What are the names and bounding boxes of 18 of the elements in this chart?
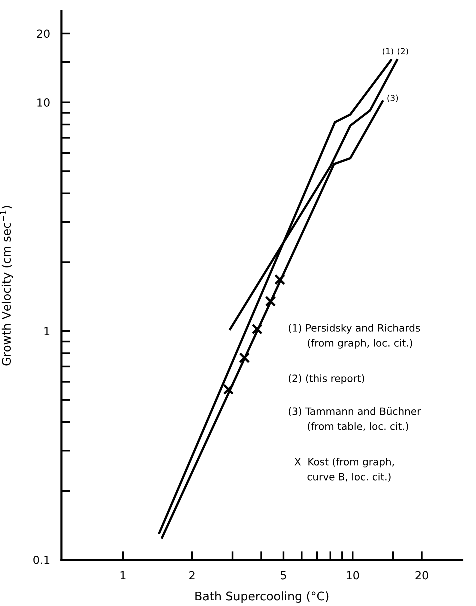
x-tick-label: 10 [347, 571, 360, 580]
y-tick-label: 10 [38, 98, 50, 107]
x-tick-label: 5 [281, 571, 286, 580]
x-axis-title: Bath Supercooling (°C) [196, 592, 329, 604]
y-tick-label: 20 [37, 30, 50, 38]
series-label: (3) [388, 94, 398, 102]
annotation: X Kost (from graph, curve B, loc. cit.) [294, 458, 394, 482]
annotation: (2) (this report) [288, 374, 364, 384]
annotation: (3) Tammann and Büchner (from table, loc. cit.) [288, 408, 422, 432]
annotation: (1) Persidsky and Richards (from graph, loc. cit.) [288, 324, 420, 349]
x-tick-label: 20 [416, 571, 428, 580]
y-tick-label: 1 [44, 327, 50, 336]
series-label: (1) [383, 48, 394, 56]
series-label: (2) [398, 48, 408, 56]
x-tick-label: 1 [120, 571, 126, 580]
y-axis-title: Growth Velocity (cm sec$^{−1}$) [0, 206, 14, 366]
y-tick-label: 0.1 [34, 556, 50, 564]
x-tick-label: 2 [190, 571, 195, 580]
